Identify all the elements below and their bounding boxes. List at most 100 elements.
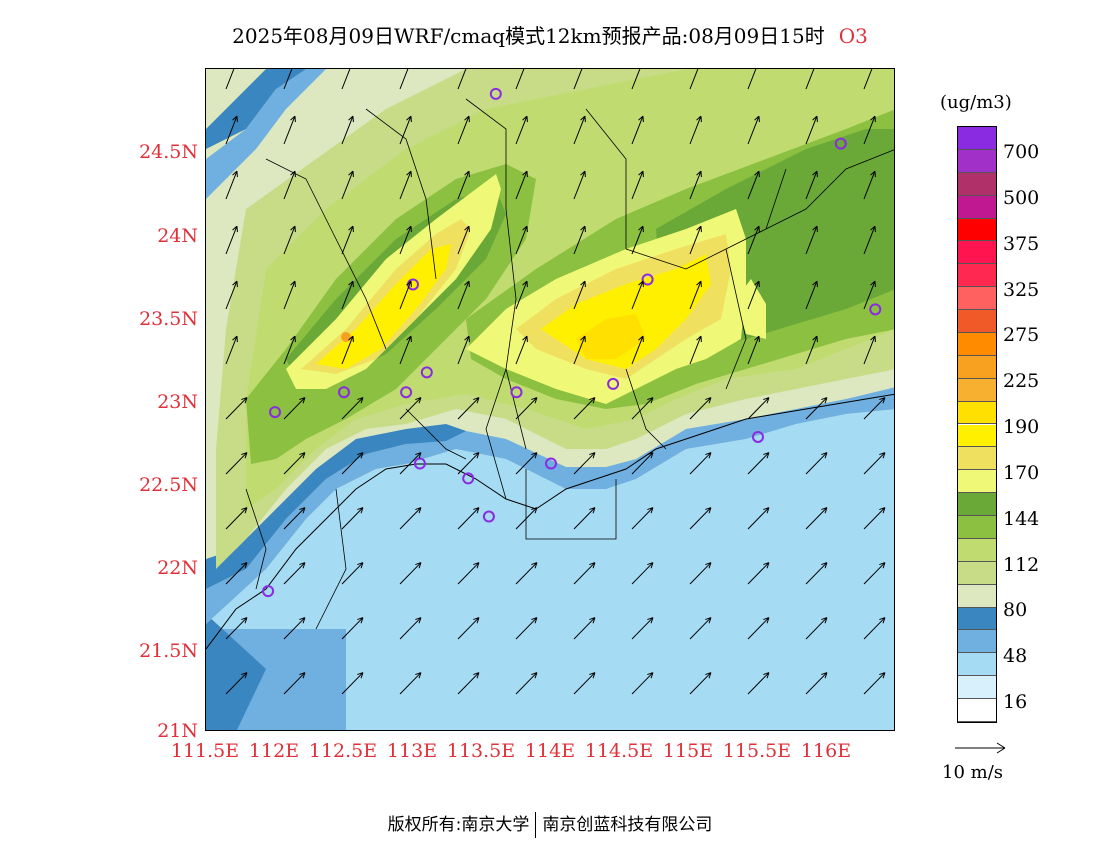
wind-arrow [805, 452, 828, 475]
map-title: 2025年08月09日WRF/cmaq模式12km预报产品:08月09日15时 O… [0, 20, 1100, 49]
footer-right: 南京创蓝科技有限公司 [542, 815, 713, 835]
wind-arrow [283, 69, 293, 90]
forecast-map[interactable] [205, 68, 895, 731]
band-190-core [576, 314, 646, 359]
legend-swatch [958, 630, 996, 654]
wind-arrow [399, 115, 412, 145]
wind-arrow [747, 617, 770, 640]
wind-arrow [225, 397, 248, 420]
lat-tick-label: 22.5N [139, 474, 198, 496]
wind-arrow [457, 335, 470, 365]
lon-tick-label: 113.5E [446, 740, 516, 762]
monitor-site-marker [607, 377, 620, 390]
lat-tick-label: 23.5N [139, 308, 198, 330]
wind-arrow [457, 397, 480, 420]
wind-arrow [631, 115, 644, 145]
monitor-site-marker [338, 386, 350, 399]
wind-arrow [805, 397, 828, 420]
wind-arrow [573, 69, 583, 90]
wind-arrow [863, 507, 886, 530]
legend-swatch [958, 699, 996, 722]
legend-swatch [958, 355, 996, 379]
legend-unit: (ug/m3) [940, 92, 1012, 113]
wind-arrow [689, 617, 712, 640]
wind-arrow [805, 225, 818, 255]
wind-arrow [805, 280, 818, 310]
wind-arrow [225, 335, 238, 365]
lat-tick-label: 22N [157, 557, 198, 579]
wind-arrow [573, 335, 586, 365]
wind-arrow [805, 69, 815, 90]
lon-tick-label: 114.5E [584, 740, 654, 762]
legend-swatch [958, 195, 996, 219]
legend-label: 190 [1003, 416, 1040, 438]
wind-arrow [457, 69, 467, 90]
reference-vector-arrow [955, 742, 1006, 754]
legend-swatch [958, 561, 996, 585]
wind-arrow [399, 280, 412, 310]
legend-label: 500 [1003, 187, 1040, 209]
wind-arrow [515, 617, 538, 640]
wind-arrow [747, 507, 770, 530]
monitor-site-marker [400, 386, 413, 399]
wind-arrow [747, 397, 770, 420]
legend-label: 48 [1003, 645, 1028, 667]
wind-arrow [283, 115, 296, 145]
wind-arrow [283, 225, 296, 255]
legend-swatch [958, 287, 996, 311]
wind-arrow [573, 507, 596, 530]
wind-arrow [805, 672, 828, 695]
legend-swatch [958, 310, 996, 333]
wind-arrow [631, 69, 641, 90]
color-legend [957, 126, 997, 723]
wind-arrow [515, 562, 538, 585]
legend-swatch [958, 149, 996, 173]
wind-arrow [341, 115, 354, 145]
hotspot-225 [341, 332, 351, 342]
lon-tick-label: 115E [662, 740, 714, 762]
wind-arrow [341, 170, 354, 200]
wind-arrow [399, 69, 409, 90]
wind-arrow [863, 562, 886, 585]
wind-arrow [399, 507, 422, 530]
lat-tick-label: 21.5N [139, 640, 198, 662]
lat-tick-label: 23N [157, 391, 198, 413]
wind-arrow [747, 170, 760, 200]
wind-arrow [747, 562, 770, 585]
wind-arrow [341, 617, 364, 640]
wind-arrow [399, 672, 422, 695]
legend-swatch [958, 447, 996, 471]
legend-swatch [958, 607, 996, 631]
reference-vector-label: 10 m/s [942, 762, 1003, 783]
wind-arrow [283, 672, 306, 695]
wind-arrow [457, 115, 470, 145]
wind-arrow [283, 452, 306, 475]
wind-arrow [283, 397, 306, 420]
monitor-site-marker [462, 472, 475, 485]
coastal-band-dark [206, 424, 466, 589]
nw-blue-light [206, 69, 326, 199]
wind-arrow [399, 397, 422, 420]
legend-label: 144 [1003, 508, 1040, 530]
wind-arrow [689, 562, 712, 585]
wind-arrow [863, 225, 876, 255]
wind-arrows [225, 69, 886, 695]
wind-arrow [863, 452, 886, 475]
legend-label: 16 [1003, 691, 1028, 713]
monitor-site-marker [752, 430, 764, 443]
monitor-site-marker [510, 386, 523, 399]
legend-swatch [958, 264, 996, 288]
map-canvas [206, 69, 894, 730]
legend-swatch [958, 424, 996, 448]
wind-arrow [863, 617, 886, 640]
legend-swatch [958, 584, 996, 608]
wind-arrow [399, 225, 412, 255]
lon-tick-label: 113E [386, 740, 438, 762]
legend-swatch [958, 127, 996, 150]
coastal-band-48 [206, 387, 894, 624]
wind-arrow [341, 452, 364, 475]
wind-arrow [225, 69, 235, 90]
wind-arrow [689, 397, 712, 420]
legend-swatch [958, 538, 996, 562]
wind-arrow [515, 170, 528, 200]
